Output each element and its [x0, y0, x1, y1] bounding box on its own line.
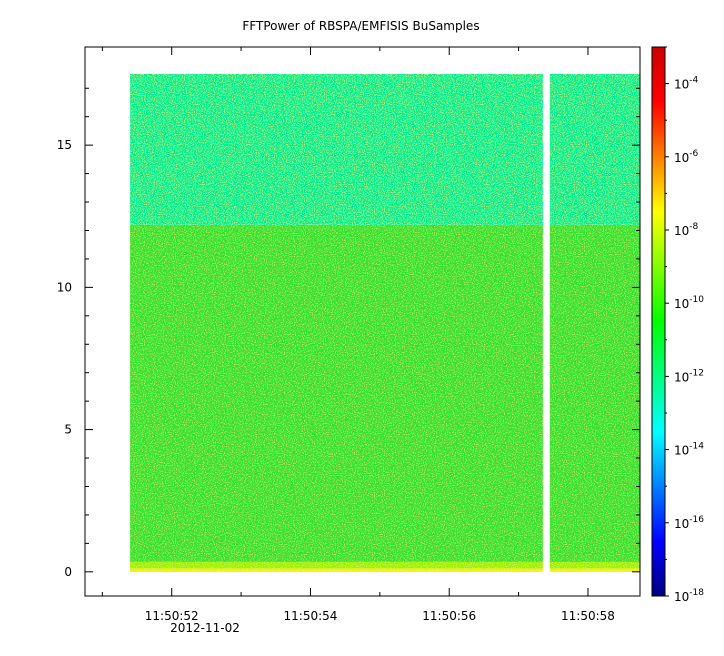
chart-title: FFTPower of RBSPA/EMFISIS BuSamples [242, 19, 479, 33]
colorbar-tick-label: 10-4 [674, 76, 699, 92]
x-tick-label: 11:50:54 [284, 609, 338, 623]
colorbar-tick-label: 10-18 [674, 588, 704, 604]
spectrogram-band-0 [130, 568, 640, 572]
colorbar-tick-label: 10-12 [674, 368, 704, 384]
colorbar-tick-label: 10-6 [674, 149, 699, 165]
spectrogram-band-1 [130, 561, 640, 569]
x-axis: 11:50:52 11:50:54 11:50:56 11:50:58 [101, 47, 615, 623]
colorbar-axis: 10-18 10-16 10-14 10-12 10-10 10-8 10-6 10-4 [665, 46, 704, 604]
spectrogram-band-3 [130, 74, 640, 225]
y-tick-label: 15 [57, 138, 72, 152]
x-axis-date-label: 2012-11-02 [170, 621, 240, 635]
plot-frame [84, 46, 641, 597]
colorbar [651, 46, 666, 597]
colorbar-tick-label: 10-14 [674, 442, 704, 458]
x-tick-label: 11:50:52 [145, 609, 199, 623]
y-axis: 0 5 10 15 [57, 87, 640, 579]
x-tick-label: 11:50:58 [561, 609, 615, 623]
colorbar-tick-label: 10-10 [674, 295, 704, 311]
y-tick-label: 10 [57, 280, 72, 294]
spectrogram-image [130, 73, 640, 573]
colorbar-tick-label: 10-8 [674, 222, 699, 238]
x-tick-label: 11:50:56 [422, 609, 476, 623]
y-tick-label: 5 [64, 423, 72, 437]
colorbar-tick-label: 10-16 [674, 515, 704, 531]
y-tick-label: 0 [64, 565, 72, 579]
data-gap [542, 73, 550, 573]
spectrogram-band-2 [130, 224, 640, 562]
